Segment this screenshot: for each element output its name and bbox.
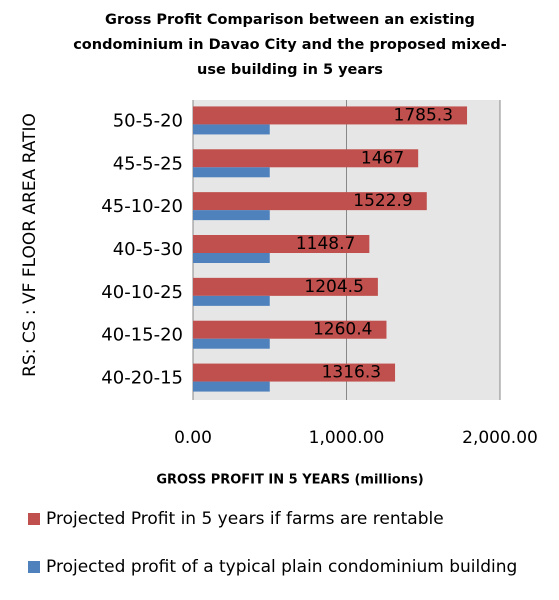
data-label: 1522.9	[353, 191, 412, 211]
data-label: 1260.4	[313, 320, 372, 340]
data-label: 1467	[361, 148, 404, 168]
legend-swatch	[28, 513, 40, 525]
x-tick-label: 0.00	[174, 428, 212, 448]
bar	[193, 338, 270, 349]
y-tick-label: 40-20-15	[101, 368, 183, 389]
y-tick-label: 45-10-20	[101, 196, 183, 217]
legend-item: Projected profit of a typical plain cond…	[28, 555, 528, 579]
bar	[193, 106, 468, 125]
legend-label: Projected Profit in 5 years if farms are…	[46, 509, 444, 529]
data-label: 1316.3	[322, 363, 381, 383]
data-label: 1148.7	[296, 234, 355, 254]
y-tick-label: 40-15-20	[101, 325, 183, 346]
chart-title: Gross Profit Comparison between an exist…	[73, 12, 507, 78]
legend-swatch	[28, 561, 40, 573]
bar	[193, 363, 396, 382]
bar	[193, 277, 378, 296]
bar	[193, 295, 270, 306]
bar	[193, 210, 270, 221]
legend-label: Projected profit of a typical plain cond…	[46, 557, 518, 577]
y-tick-label: 40-5-30	[113, 239, 183, 260]
y-tick-label: 50-5-20	[113, 110, 183, 131]
data-label: 1785.3	[394, 105, 453, 125]
bar	[193, 149, 419, 168]
legend-item: Projected Profit in 5 years if farms are…	[28, 507, 528, 531]
bar	[193, 235, 370, 253]
y-axis-title: RS: CS : VF FLOOR AREA RATIO	[20, 113, 40, 377]
data-label: 1204.5	[304, 277, 363, 297]
x-tick-label: 2,000.00	[462, 428, 538, 448]
bar	[193, 124, 270, 135]
bar	[193, 253, 270, 263]
x-tick-label: 1,000.00	[309, 428, 385, 448]
bar	[193, 192, 427, 211]
y-tick-label: 40-10-25	[101, 282, 183, 303]
y-tick-label: 45-5-25	[113, 153, 183, 174]
bar	[193, 320, 387, 339]
bar	[193, 167, 270, 178]
bar	[193, 381, 270, 392]
x-axis-title: GROSS PROFIT IN 5 YEARS (millions)	[156, 473, 423, 488]
